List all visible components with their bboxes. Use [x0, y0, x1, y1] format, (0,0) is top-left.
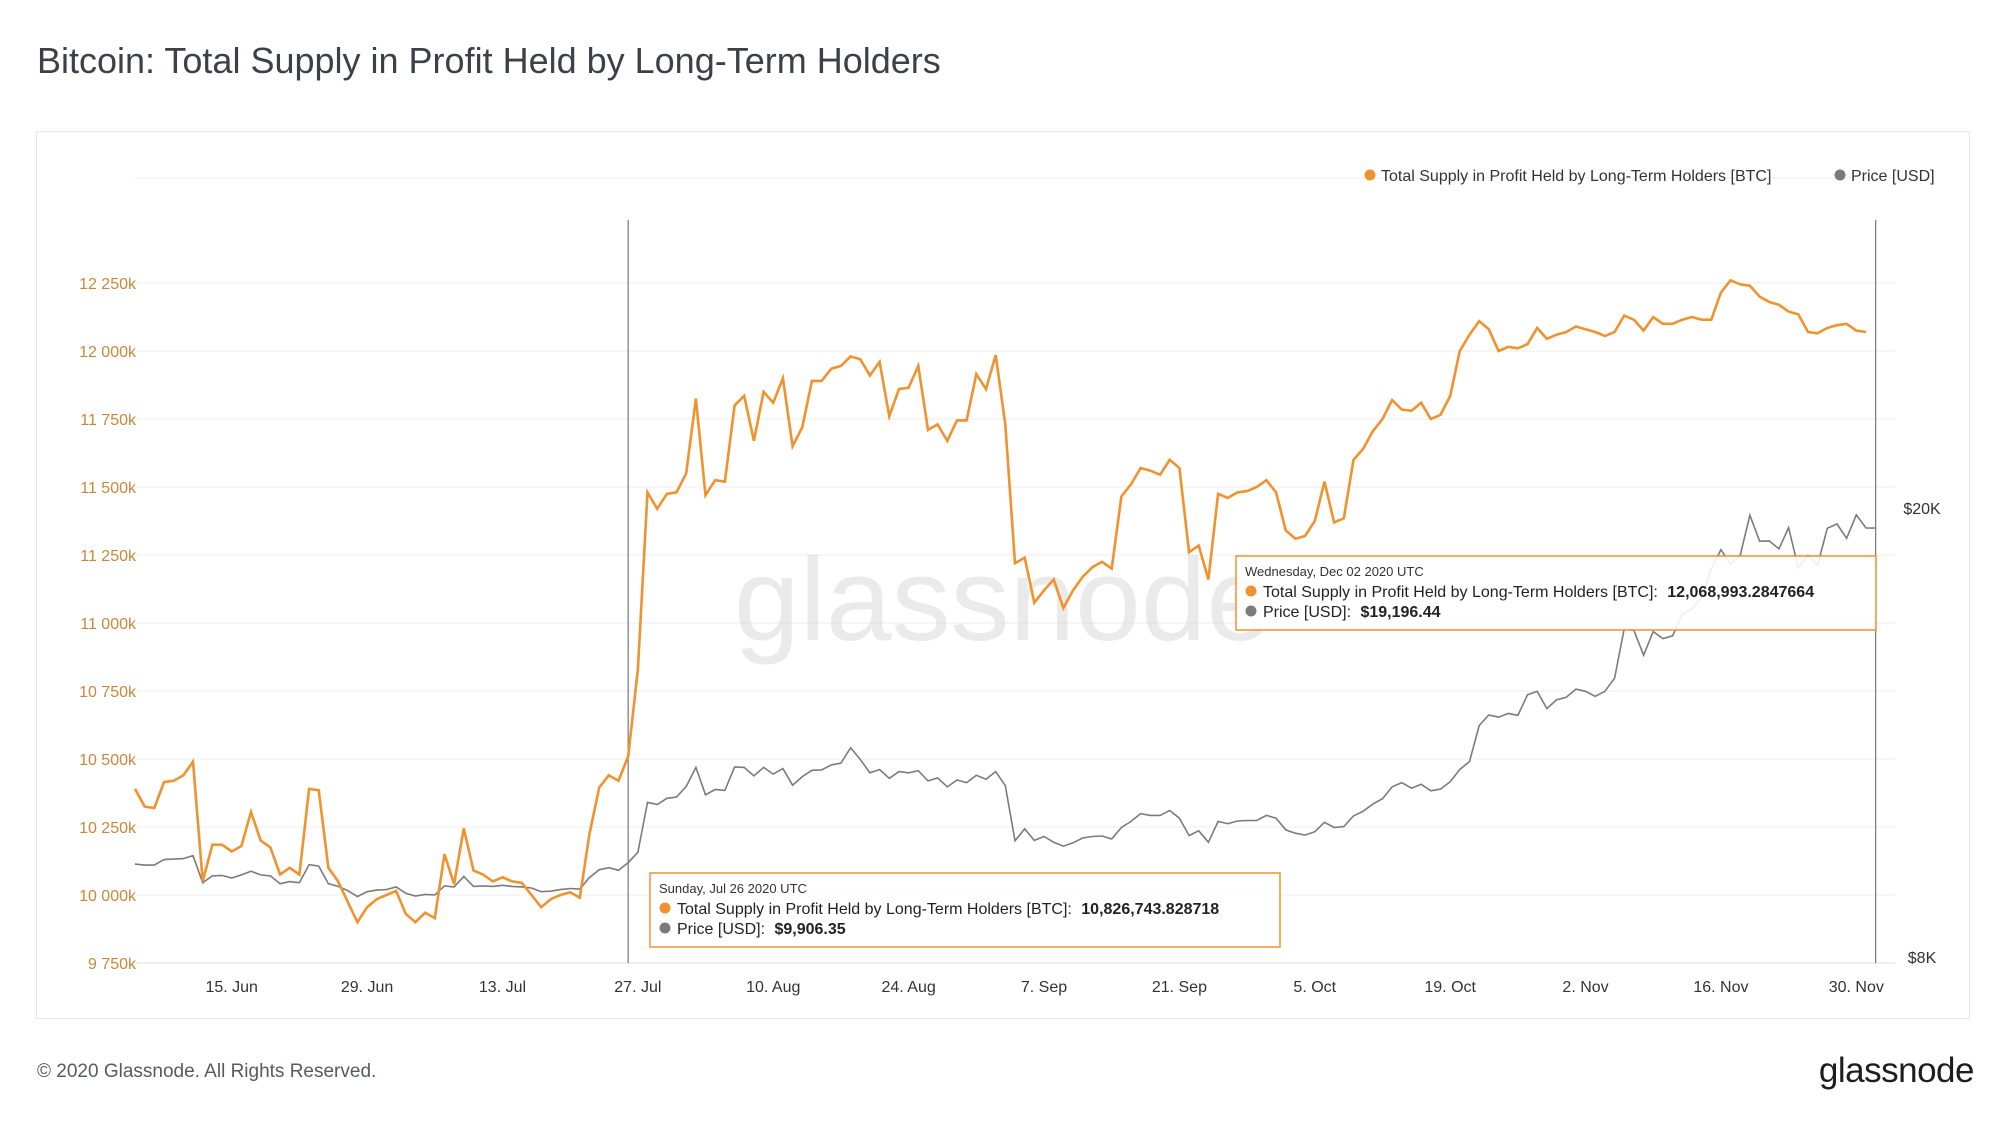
- legend-item-price[interactable]: Price [USD]: [1851, 168, 1935, 185]
- y-left-tick-label: 11 000k: [80, 616, 137, 633]
- x-tick-label: 7. Sep: [1021, 979, 1067, 996]
- y-left-tick-label: 11 250k: [80, 548, 137, 565]
- y-axis-left: 9 750k 10 000k 10 250k 10 500k 10 750k 11 000…: [79, 276, 137, 973]
- page-title: Bitcoin: Total Supply in Profit Held by …: [37, 40, 941, 81]
- tooltip-supply-value: 12,068,993.2847664: [1667, 584, 1814, 601]
- x-tick-label: 27. Jul: [614, 979, 661, 996]
- tooltip-price-marker: [1245, 605, 1257, 617]
- legend-item-supply[interactable]: Total Supply in Profit Held by Long-Term…: [1381, 168, 1771, 185]
- tooltip-date: Sunday, Jul 26 2020 UTC: [659, 881, 807, 896]
- x-tick-label: 21. Sep: [1152, 979, 1207, 996]
- y-left-tick-label: 11 750k: [80, 412, 137, 429]
- y-left-tick-label: 11 500k: [80, 480, 137, 497]
- x-tick-label: 19. Oct: [1424, 979, 1476, 996]
- y-left-tick-label: 10 250k: [79, 820, 137, 837]
- tooltip-supply-label: Total Supply in Profit Held by Long-Term…: [1263, 584, 1658, 601]
- watermark: glassnode: [734, 534, 1272, 666]
- tooltip-jul-26: Sunday, Jul 26 2020 UTC Total Supply in …: [649, 872, 1281, 948]
- tooltip-price-row: Price [USD]: $19,196.44: [1263, 604, 1441, 621]
- copyright-text: © 2020 Glassnode. All Rights Reserved.: [37, 1061, 377, 1082]
- tooltip-price-marker: [659, 922, 671, 934]
- chart-frame: [36, 131, 1970, 1019]
- legend[interactable]: Total Supply in Profit Held by Long-Term…: [1364, 168, 1935, 185]
- tooltip-price-row: Price [USD]: $9,906.35: [677, 921, 846, 938]
- x-tick-label: 24. Aug: [881, 979, 935, 996]
- series-line-supply: [133, 278, 1867, 925]
- x-tick-label: 2. Nov: [1562, 979, 1608, 996]
- y-left-tick-label: 10 750k: [79, 684, 137, 701]
- legend-marker-price: [1834, 169, 1846, 181]
- tooltip-price-label: Price [USD]:: [677, 921, 765, 938]
- y-axis-right: $8K $20K: [1903, 501, 1941, 967]
- tooltip-supply-row: Total Supply in Profit Held by Long-Term…: [1263, 584, 1814, 601]
- tooltip-supply-value: 10,826,743.828718: [1081, 901, 1219, 918]
- tooltip-supply-row: Total Supply in Profit Held by Long-Term…: [677, 901, 1219, 918]
- tooltip-price-value: $9,906.35: [774, 921, 845, 938]
- series-line-price: [134, 512, 1876, 898]
- x-tick-label: 29. Jun: [341, 979, 393, 996]
- x-tick-label: 5. Oct: [1293, 979, 1336, 996]
- y-left-tick-label: 9 750k: [88, 956, 137, 973]
- y-right-tick-label: $8K: [1908, 950, 1937, 967]
- tooltip-dec-02: Wednesday, Dec 02 2020 UTC Total Supply …: [1235, 555, 1877, 631]
- tooltip-price-label: Price [USD]:: [1263, 604, 1351, 621]
- legend-marker-supply: [1364, 169, 1376, 181]
- x-tick-label: 13. Jul: [479, 979, 526, 996]
- tooltip-supply-label: Total Supply in Profit Held by Long-Term…: [677, 901, 1072, 918]
- y-left-tick-label: 10 000k: [79, 888, 137, 905]
- y-left-tick-label: 10 500k: [79, 752, 137, 769]
- tooltip-date: Wednesday, Dec 02 2020 UTC: [1245, 564, 1424, 579]
- glassnode-logo[interactable]: glassnode: [1818, 1051, 1975, 1090]
- tooltip-price-value: $19,196.44: [1360, 604, 1440, 621]
- y-left-tick-label: 12 250k: [79, 276, 137, 293]
- x-tick-label: 30. Nov: [1829, 979, 1884, 996]
- x-axis: 15. Jun 29. Jun 13. Jul 27. Jul 10. Aug 24. A…: [135, 962, 1895, 996]
- tooltip-supply-marker: [1245, 585, 1257, 597]
- tooltip-supply-marker: [659, 902, 671, 914]
- y-right-tick-label: $20K: [1903, 501, 1941, 518]
- y-left-tick-label: 12 000k: [79, 344, 137, 361]
- x-tick-label: 10. Aug: [746, 979, 800, 996]
- x-tick-label: 15. Jun: [205, 979, 257, 996]
- x-tick-label: 16. Nov: [1693, 979, 1748, 996]
